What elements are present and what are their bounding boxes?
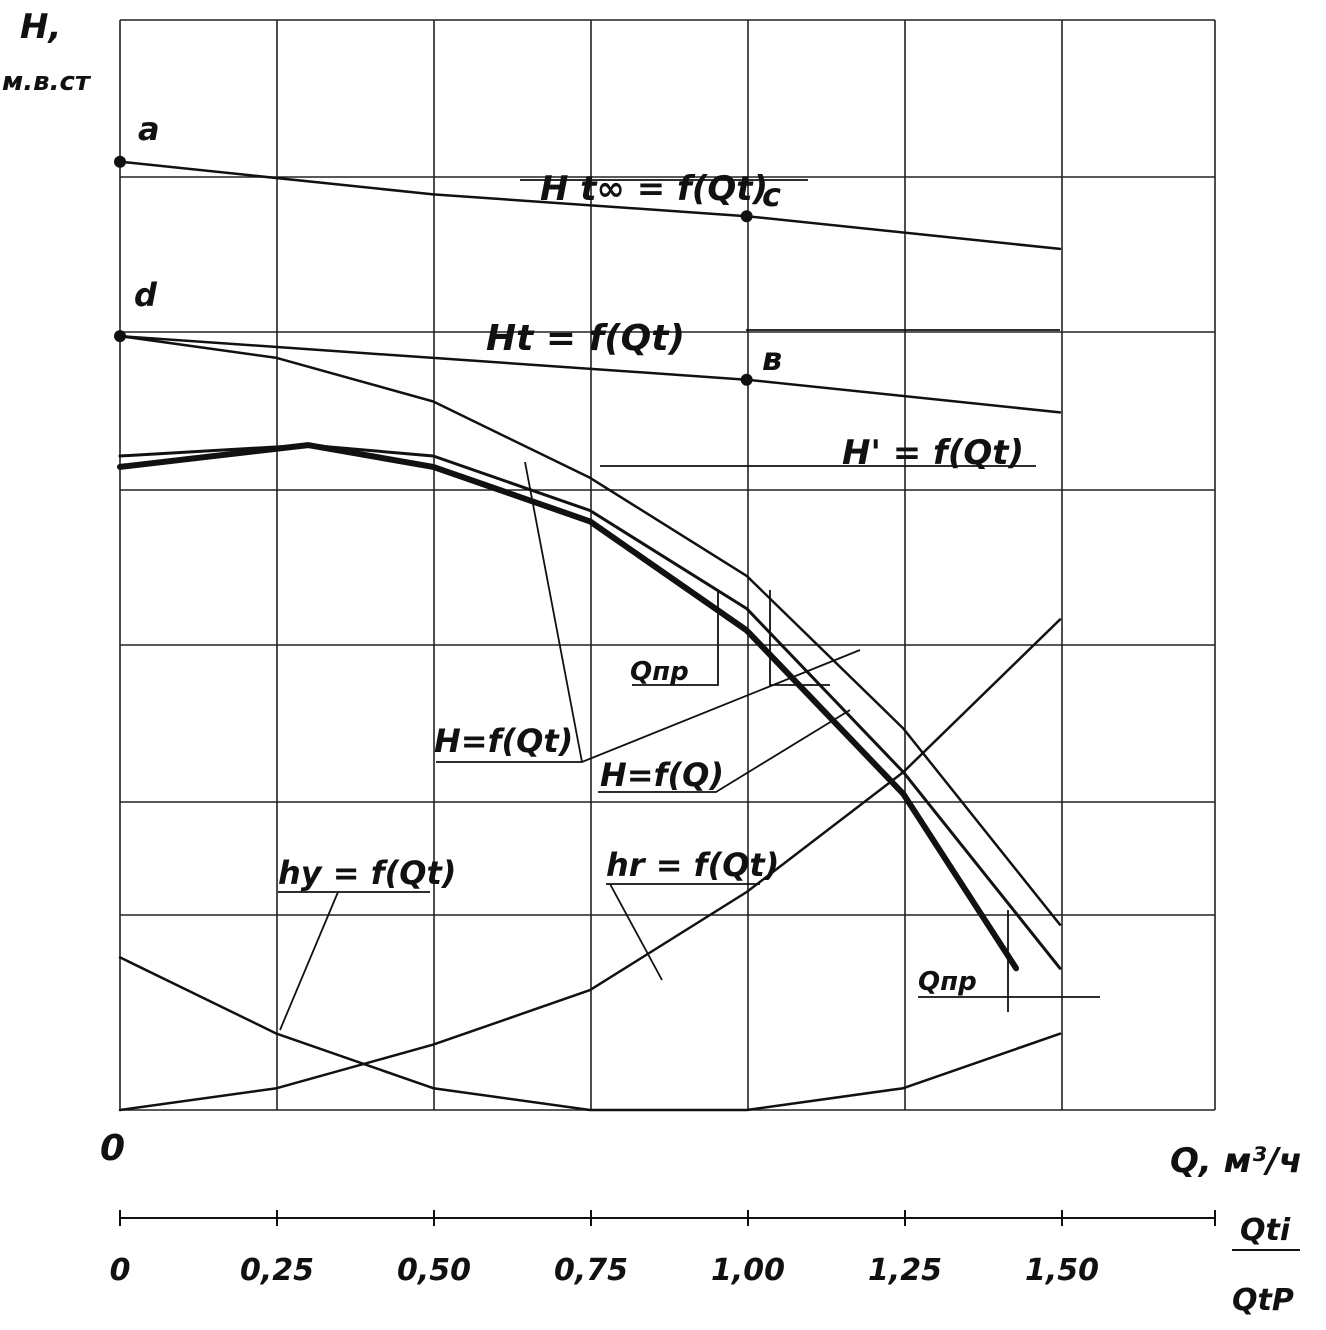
ratio-axis-tick-label-1: 0,25 xyxy=(240,1253,314,1288)
ratio-axis-tick-label-2: 0,50 xyxy=(397,1253,471,1288)
series-line-1 xyxy=(118,334,1062,414)
series-line-4 xyxy=(117,442,1020,972)
ratio-axis-tick-label-3: 0,75 xyxy=(554,1253,628,1288)
point-marker-a xyxy=(114,155,126,168)
point-label-b: в xyxy=(762,340,782,378)
point-label-d: d xyxy=(134,276,158,314)
marked-points xyxy=(114,155,753,386)
curve-label-h-q: H=f(Q) xyxy=(600,756,724,794)
qnp-label-2: Qпр xyxy=(918,967,977,997)
point-marker-d xyxy=(114,330,126,343)
point-marker-c xyxy=(740,210,753,223)
point-marker-в xyxy=(740,373,753,386)
curve-label-h-prime: H' = f(Qt) xyxy=(842,433,1024,473)
qnp-label-1: Qпр xyxy=(630,657,689,687)
ratio-axis-label-bottom: QtP xyxy=(1232,1283,1294,1318)
point-label-c: c xyxy=(762,176,781,214)
y-axis-label-h: H, xyxy=(20,7,61,47)
x-axis-label: Q, м³/ч xyxy=(1170,1141,1302,1181)
curve-label-h-t: Ht = f(Qt) xyxy=(486,318,685,359)
ratio-axis-tick-label-6: 1,50 xyxy=(1025,1253,1099,1288)
origin-label: 0 xyxy=(100,1128,125,1169)
leader-line-10 xyxy=(632,590,719,686)
curves xyxy=(117,160,1062,1112)
leader-line-7 xyxy=(609,883,663,981)
series-line-2 xyxy=(118,334,1062,926)
ratio-axis-label-top: Qti xyxy=(1240,1213,1291,1248)
series-line-6 xyxy=(118,956,1062,1112)
curve-label-h-qt: H=f(Qt) xyxy=(434,722,573,760)
leader-line-11 xyxy=(769,590,830,686)
ratio-axis: 0 0,25 0,50 0,75 1,00 1,25 1,50 xyxy=(110,1210,1300,1288)
series-line-5 xyxy=(118,618,1062,1112)
ratio-axis-tick-label-4: 1,00 xyxy=(711,1253,785,1288)
y-axis-label-unit: м.в.ст xyxy=(2,67,92,97)
ratio-axis-tick-label-5: 1,25 xyxy=(868,1253,942,1288)
leader-lines xyxy=(278,179,1100,1031)
series-line-0 xyxy=(118,160,1062,251)
point-label-a: a xyxy=(138,110,160,148)
leader-line-5 xyxy=(598,709,851,793)
ratio-axis-tick-label-0: 0 xyxy=(110,1253,131,1288)
leader-line-4 xyxy=(524,461,583,763)
curve-label-h-r: hr = f(Qt) xyxy=(606,846,779,884)
curve-label-h-y: hy = f(Qt) xyxy=(278,854,456,892)
leader-line-9 xyxy=(279,891,339,1031)
curve-label-h-t-inf: H t∞ = f(Qt) xyxy=(540,169,768,209)
